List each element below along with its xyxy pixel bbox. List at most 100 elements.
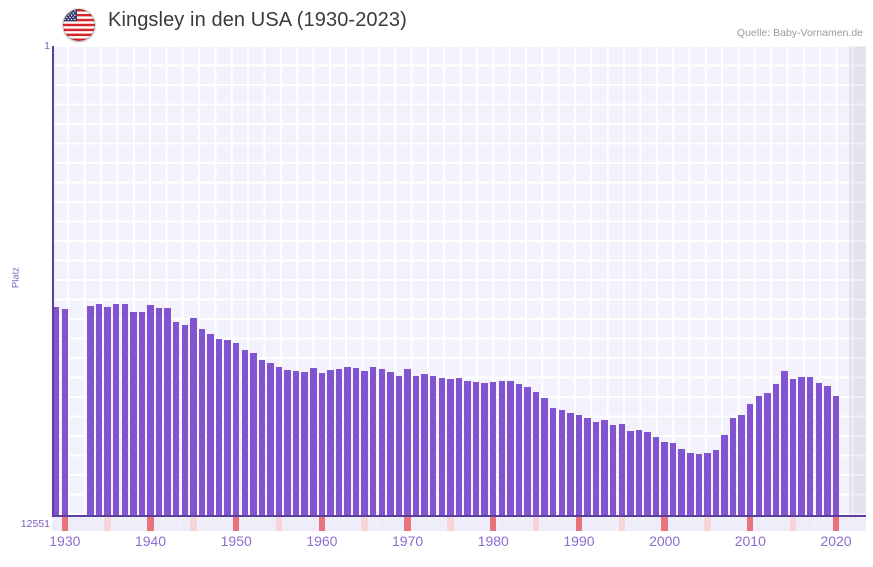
bar[interactable] (172, 322, 180, 517)
bar[interactable] (215, 339, 223, 517)
bar[interactable] (635, 430, 643, 517)
bar[interactable] (95, 304, 103, 517)
strip-cell (430, 517, 437, 531)
bar[interactable] (549, 408, 557, 517)
bar[interactable] (524, 387, 531, 517)
bar[interactable] (404, 369, 411, 517)
bar[interactable] (609, 425, 617, 517)
bar[interactable] (267, 363, 274, 517)
bar[interactable] (618, 424, 625, 517)
bar[interactable] (130, 312, 137, 517)
bar[interactable] (241, 350, 248, 517)
strip-cell (601, 517, 608, 531)
bar[interactable] (575, 415, 583, 517)
bar[interactable] (207, 334, 214, 517)
bar[interactable] (395, 376, 403, 517)
x-axis-tick-1960: 1960 (306, 533, 338, 549)
bar[interactable] (87, 306, 94, 517)
bar[interactable] (438, 378, 446, 517)
bar[interactable] (669, 443, 677, 517)
strip-cell (618, 517, 625, 531)
bar[interactable] (832, 396, 840, 517)
bar[interactable] (747, 404, 754, 517)
bar[interactable] (198, 329, 206, 517)
bar[interactable] (755, 396, 763, 517)
bar[interactable] (181, 325, 188, 517)
bar[interactable] (430, 376, 437, 517)
bar[interactable] (489, 382, 497, 517)
bar[interactable] (301, 372, 308, 517)
bar[interactable] (789, 379, 797, 517)
bar[interactable] (472, 382, 480, 517)
strip-cell (832, 517, 840, 531)
bar[interactable] (584, 418, 591, 517)
bar[interactable] (652, 437, 660, 517)
bar[interactable] (498, 381, 505, 517)
bar[interactable] (447, 379, 454, 517)
bar[interactable] (592, 422, 600, 517)
bar[interactable] (712, 450, 720, 517)
bar[interactable] (824, 386, 831, 517)
bar[interactable] (61, 309, 69, 517)
bar[interactable] (232, 343, 240, 517)
bar[interactable] (729, 418, 737, 517)
bar[interactable] (695, 454, 703, 517)
bar[interactable] (738, 415, 745, 517)
bar[interactable] (258, 360, 266, 517)
bar[interactable] (772, 384, 780, 517)
bar[interactable] (327, 370, 334, 517)
bar[interactable] (121, 304, 128, 517)
bar[interactable] (250, 353, 257, 517)
x-axis-tick-1980: 1980 (477, 533, 509, 549)
bar[interactable] (481, 383, 488, 517)
bar[interactable] (515, 384, 523, 517)
bar[interactable] (112, 304, 120, 517)
strip-cell (155, 517, 163, 531)
bar[interactable] (155, 308, 163, 517)
bar[interactable] (352, 368, 360, 517)
bar[interactable] (601, 420, 608, 517)
bar[interactable] (455, 378, 463, 517)
bar[interactable] (815, 383, 823, 517)
bar[interactable] (721, 435, 728, 517)
bar[interactable] (627, 431, 634, 517)
strip-cell (241, 517, 248, 531)
bar[interactable] (53, 307, 60, 517)
bar[interactable] (378, 369, 386, 517)
bar[interactable] (147, 305, 154, 517)
bar[interactable] (275, 367, 283, 517)
bar[interactable] (567, 413, 574, 517)
bar[interactable] (807, 377, 814, 517)
bar[interactable] (104, 307, 111, 517)
bar[interactable] (335, 369, 343, 517)
bar[interactable] (507, 381, 514, 517)
bar[interactable] (678, 449, 685, 517)
bar[interactable] (644, 432, 651, 517)
bar[interactable] (292, 371, 300, 517)
bar[interactable] (138, 312, 146, 517)
bar[interactable] (764, 393, 771, 517)
bar[interactable] (532, 392, 540, 517)
bar[interactable] (164, 308, 171, 517)
bar[interactable] (190, 318, 197, 517)
y-axis-line (52, 46, 54, 517)
bar[interactable] (370, 367, 377, 517)
bar[interactable] (558, 410, 565, 517)
bar[interactable] (541, 398, 548, 517)
bar[interactable] (284, 370, 291, 517)
bar[interactable] (661, 442, 668, 517)
bar[interactable] (464, 381, 471, 517)
source-attribution: Quelle: Baby-Vornamen.de (736, 27, 863, 39)
bar[interactable] (421, 374, 428, 517)
bar[interactable] (687, 453, 694, 517)
bar[interactable] (361, 371, 368, 517)
bar[interactable] (781, 371, 788, 517)
bar[interactable] (412, 376, 420, 517)
bar[interactable] (344, 367, 351, 517)
bar[interactable] (798, 377, 805, 517)
bar[interactable] (387, 372, 394, 517)
bar[interactable] (310, 368, 317, 517)
bar[interactable] (318, 373, 326, 517)
bar[interactable] (224, 340, 231, 517)
bar[interactable] (704, 453, 711, 517)
